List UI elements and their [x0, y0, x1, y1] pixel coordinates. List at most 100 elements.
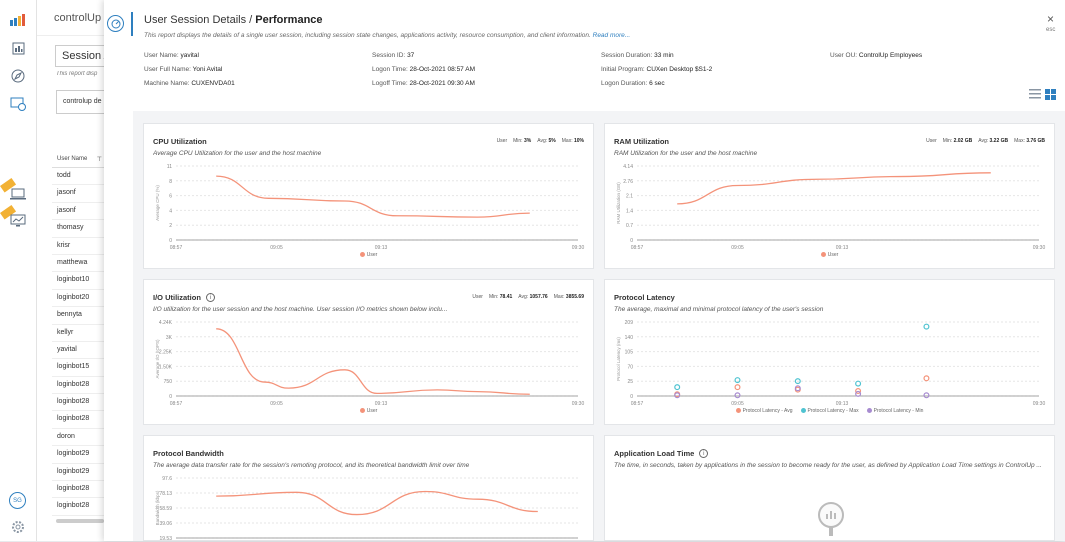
bandwidth-chart[interactable]: 19.53 39.06 58.59 78.13 97.6 Bandwidth (kbps)	[152, 474, 588, 542]
close-icon[interactable]: ×	[1047, 12, 1055, 26]
data-point	[674, 392, 681, 399]
user-row[interactable]: loginbot28	[52, 411, 107, 429]
desktop-chart-icon[interactable]	[9, 213, 27, 229]
user-row[interactable]: loginbot20	[52, 290, 107, 308]
user-row[interactable]: jasonf	[52, 185, 107, 203]
y-tick-label: 4	[169, 208, 172, 214]
list-view-icon[interactable]	[1029, 89, 1041, 102]
legend-dot-min	[866, 408, 872, 414]
stat-min: 3%	[523, 138, 532, 144]
user-row[interactable]: loginbot28	[52, 377, 107, 395]
y-tick-label: 11	[167, 164, 172, 170]
stat-avg: 5%	[548, 138, 556, 144]
data-point	[855, 388, 862, 395]
y-tick-label: 1.4	[626, 208, 633, 214]
y-axis-label: Protocol Latency (ms)	[616, 337, 621, 381]
compass-icon[interactable]	[9, 68, 27, 84]
y-tick-label: 4.24K	[159, 320, 173, 326]
user-row[interactable]: loginbot28	[52, 498, 107, 516]
grid-view-icon[interactable]	[1045, 89, 1056, 102]
io-chart[interactable]: 0 750 1.50K 2.25K 3K 4.24K Average I/O (IOPS) 0…	[152, 318, 588, 410]
cpu-card: CPU Utilization Average CPU Utilization …	[143, 123, 594, 269]
info-icon[interactable]: i	[699, 449, 709, 458]
latency-chart[interactable]: 0 25 70 105 140 209 Protocol Latency (ms) 08:57…	[613, 318, 1049, 410]
legend-dot	[359, 252, 365, 258]
background-session-desc: This report disp	[56, 71, 98, 77]
user-row[interactable]: doron	[52, 429, 107, 447]
stat-avg-label: Avg:	[537, 138, 548, 144]
io-card: I/O Utilization i I/O utilization for the…	[143, 279, 594, 425]
stat-min: 78.41	[499, 294, 513, 300]
x-tick-label: 08:57	[170, 245, 183, 251]
user-row[interactable]: krisr	[52, 238, 107, 255]
user-row[interactable]: loginbot15	[52, 359, 107, 377]
title-current: Performance	[255, 14, 323, 26]
ram-legend[interactable]: User	[605, 252, 1054, 258]
bar-chart-icon[interactable]	[9, 12, 27, 28]
laptop-icon[interactable]	[9, 186, 27, 202]
data-point	[734, 392, 741, 399]
info-logon-duration: Logon Duration: 6 sec	[601, 80, 665, 87]
settings-icon[interactable]	[9, 519, 27, 535]
y-tick-label: 0.7	[626, 223, 633, 229]
user-row[interactable]: loginbot10	[52, 272, 107, 290]
io-legend[interactable]: User	[144, 408, 593, 414]
stat-max-label: Max:	[561, 138, 573, 144]
background-session-box: Session A	[55, 45, 107, 67]
cpu-title: CPU Utilization	[153, 137, 207, 146]
ram-title: RAM Utilization	[614, 137, 669, 146]
read-more-link[interactable]: Read more...	[592, 32, 631, 39]
background-filter-box[interactable]: controlup de	[56, 90, 107, 114]
user-row[interactable]: yavital	[52, 342, 107, 360]
user-row[interactable]: loginbot29	[52, 446, 107, 464]
info-logon-time: Logon Time: 28-Oct-2021 08:57 AM	[372, 66, 475, 73]
user-row[interactable]: bennyta	[52, 307, 107, 325]
x-tick-label: 09:13	[836, 245, 849, 251]
user-row[interactable]: matthewa	[52, 255, 107, 273]
background-header	[37, 0, 107, 36]
cpu-legend[interactable]: User	[144, 252, 593, 258]
y-tick-label: 1.50K	[159, 364, 173, 370]
legend-label-max: Protocol Latency - Max	[807, 408, 859, 414]
info-machine-name: Machine Name: CUXENVDA01	[144, 80, 235, 87]
ram-chart[interactable]: 0 0.7 1.4 2.1 2.76 4.14 RAM Utilization (GB) 08…	[613, 162, 1049, 254]
user-row[interactable]: kellyr	[52, 325, 107, 342]
user-row[interactable]: jasonf	[52, 203, 107, 221]
stat-max-label: Max:	[553, 294, 565, 300]
legend-label: User	[366, 408, 378, 414]
stat-avg: 3.22 GB	[989, 138, 1009, 144]
filter-icon[interactable]: ⊤	[96, 157, 102, 163]
background-panel	[46, 36, 107, 541]
x-tick-label: 09:30	[572, 245, 585, 251]
monitor-clock-icon[interactable]	[9, 96, 27, 112]
report-icon[interactable]	[9, 40, 27, 56]
stat-min: 2.02 GB	[953, 138, 973, 144]
y-tick-label: 0	[630, 394, 633, 400]
y-tick-label: 19.53	[159, 536, 172, 542]
latency-legend[interactable]: Protocol Latency - Avg Protocol Latency …	[605, 408, 1054, 414]
data-point	[674, 384, 681, 391]
stat-min-label: Min:	[513, 138, 523, 144]
user-row[interactable]: thomasy	[52, 220, 107, 238]
info-icon[interactable]: i	[205, 293, 215, 302]
x-tick-label: 08:57	[170, 401, 183, 407]
title-breadcrumb: User Session Details /	[144, 14, 256, 26]
x-tick-label: 08:57	[631, 401, 644, 407]
y-tick-label: 58.59	[159, 506, 172, 512]
user-row[interactable]: todd	[52, 168, 107, 186]
page-title: User Session Details / Performance	[144, 14, 323, 26]
y-tick-label: 2.1	[626, 194, 633, 200]
y-tick-label: 105	[625, 350, 634, 356]
avatar[interactable]: SG	[9, 492, 26, 509]
y-tick-label: 70	[627, 364, 633, 370]
user-list-header[interactable]: User Name ⊤	[52, 152, 107, 168]
cpu-chart[interactable]: 0 2 4 6 8 11 Average CPU (%) 08:57 09:05 09:13 09:…	[152, 162, 588, 254]
user-row[interactable]: loginbot29	[52, 464, 107, 482]
user-row[interactable]: loginbot28	[52, 481, 107, 499]
y-tick-label: 8	[169, 179, 172, 185]
stat-max: 3855.69	[565, 294, 584, 300]
user-row[interactable]: loginbot28	[52, 394, 107, 412]
x-tick-label: 09:13	[375, 401, 388, 407]
horizontal-scrollbar[interactable]	[56, 519, 104, 523]
user-list: User Name ⊤ todd jasonf jasonf thomasy krisr m…	[52, 152, 107, 516]
